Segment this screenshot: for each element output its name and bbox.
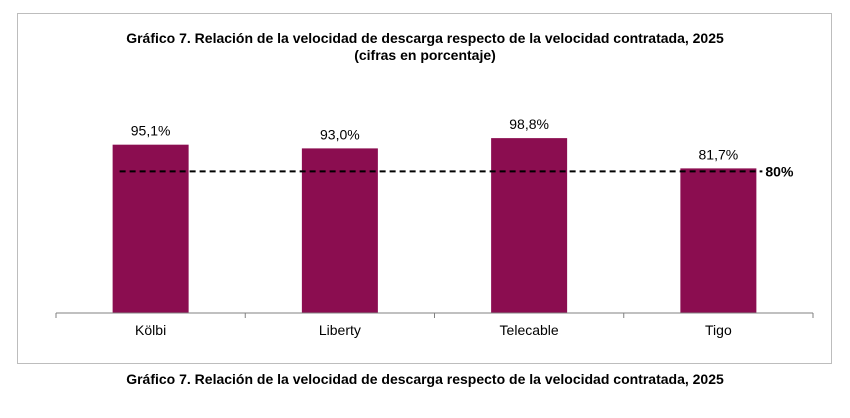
- chart-title: Gráfico 7. Relación de la velocidad de d…: [126, 30, 724, 46]
- ticks-layer: Kölbi Liberty Telecable Tigo: [55, 313, 814, 338]
- x-tick-label: Kölbi: [135, 322, 166, 338]
- bars-layer: 95,1% 93,0% 98,8% 81,7%: [112, 116, 757, 313]
- data-label: 81,7%: [699, 146, 739, 162]
- bar-tigo: [680, 168, 757, 313]
- figure-caption: Gráfico 7. Relación de la velocidad de d…: [126, 371, 724, 387]
- reference-line-label: 80%: [765, 163, 794, 179]
- data-label: 95,1%: [131, 123, 171, 139]
- x-tick-label: Liberty: [319, 322, 361, 338]
- chart-subtitle: (cifras en porcentaje): [354, 47, 496, 63]
- bar-liberty: [301, 148, 378, 313]
- data-label: 98,8%: [509, 116, 549, 132]
- x-tick-label: Telecable: [500, 322, 559, 338]
- data-label: 93,0%: [320, 126, 360, 142]
- bar-kolbi: [112, 144, 189, 313]
- chart-svg: Gráfico 7. Relación de la velocidad de d…: [55, 30, 814, 338]
- chart-frame: Gráfico 7. Relación de la velocidad de d…: [17, 13, 832, 364]
- bar-telecable: [491, 138, 568, 313]
- x-tick-label: Tigo: [705, 322, 732, 338]
